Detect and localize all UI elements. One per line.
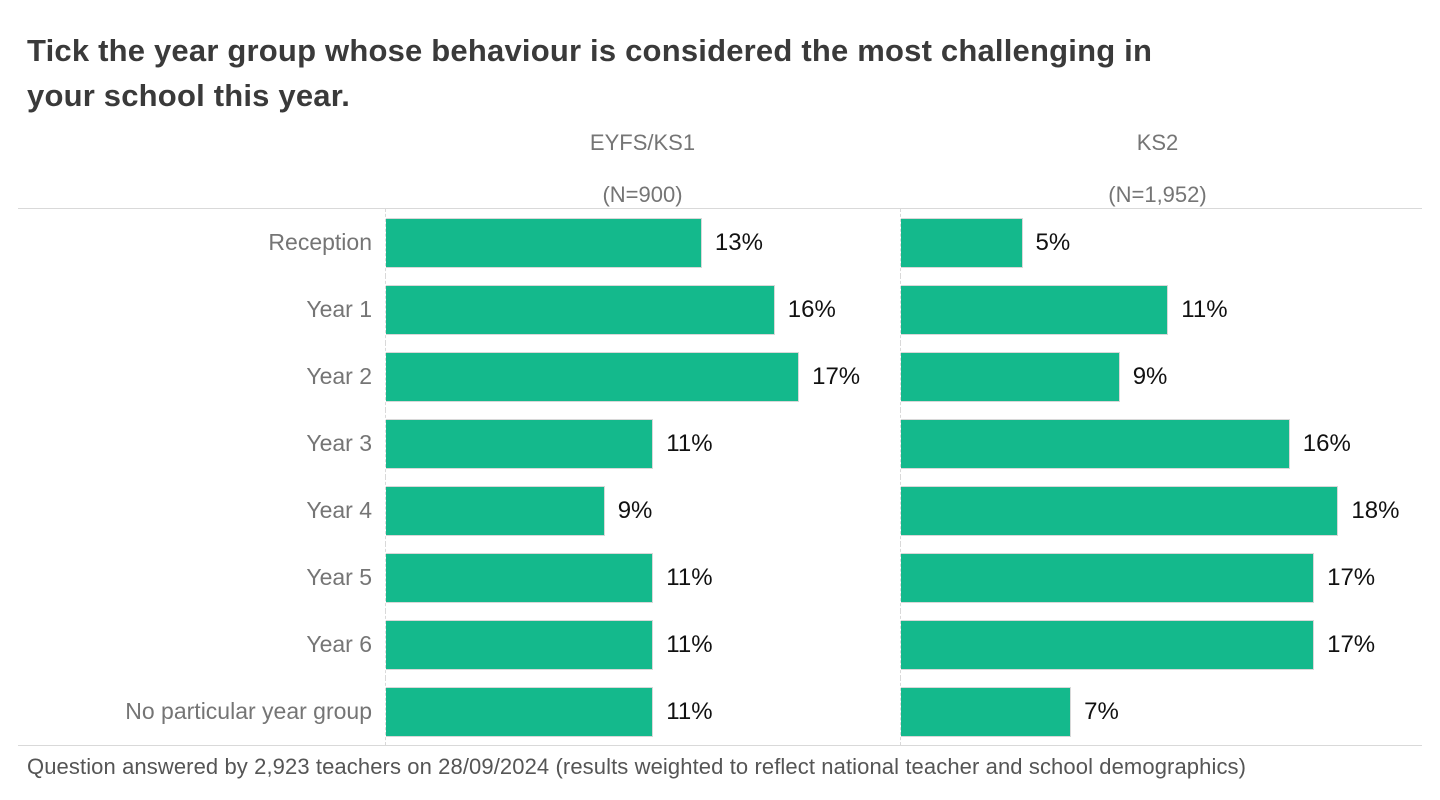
chart-title: Tick the year group whose behaviour is c…: [27, 28, 1152, 118]
value-label: 17%: [1327, 630, 1376, 658]
category-label: Year 6: [306, 631, 372, 657]
value-label: 11%: [666, 563, 713, 591]
category-label: Year 5: [306, 564, 372, 590]
bar-cell-eyfs-ks1: 11%: [385, 611, 900, 678]
bar-cell-ks2: 18%: [900, 477, 1415, 544]
value-bar: [901, 351, 1120, 402]
value-label: 11%: [666, 429, 713, 457]
chart-row: No particular year group 11% 7%: [0, 678, 1440, 745]
bar-cell-ks2: 11%: [900, 276, 1415, 343]
column-headers: EYFS/KS1 (N=900) KS2 (N=1,952): [0, 130, 1440, 208]
chart-row: Year 5 11% 17%: [0, 544, 1440, 611]
value-label: 16%: [1302, 429, 1351, 457]
bar-cell-eyfs-ks1: 13%: [385, 209, 900, 276]
chart-row: Year 3 11% 16%: [0, 410, 1440, 477]
value-label: 7%: [1084, 697, 1119, 725]
chart-row: Year 1 16% 11%: [0, 276, 1440, 343]
bar-rows: Reception 13% 5% Year 1 16% 11% Year 2 17% 9% Yea…: [0, 209, 1440, 745]
value-bar: [386, 351, 800, 402]
value-bar: [901, 284, 1169, 335]
header-spacer: [0, 130, 385, 208]
value-bar: [386, 284, 775, 335]
value-bar: [901, 418, 1290, 469]
footer-divider-line: [18, 745, 1422, 746]
value-bar: [901, 217, 1023, 268]
bar-cell-ks2: 17%: [900, 611, 1415, 678]
value-label: 9%: [1132, 362, 1168, 390]
bar-cell-eyfs-ks1: 17%: [385, 343, 900, 410]
value-bar: [901, 485, 1339, 536]
bar-cell-ks2: 16%: [900, 410, 1415, 477]
bar-cell-ks2: 9%: [900, 343, 1415, 410]
value-label: 11%: [666, 630, 713, 658]
column-header-ks2-label: KS2: [1136, 130, 1179, 155]
chart-row: Year 6 11% 17%: [0, 611, 1440, 678]
category-label: No particular year group: [125, 698, 372, 724]
value-bar: [386, 217, 702, 268]
bar-cell-ks2: 17%: [900, 544, 1415, 611]
value-label: 18%: [1351, 496, 1400, 524]
value-label: 11%: [1181, 295, 1228, 323]
value-bar: [386, 552, 654, 603]
chart-title-line-2: your school this year.: [27, 78, 351, 113]
bar-cell-eyfs-ks1: 11%: [385, 544, 900, 611]
chart-row: Year 4 9% 18%: [0, 477, 1440, 544]
value-bar: [386, 485, 605, 536]
value-bar: [386, 418, 654, 469]
value-bar: [901, 552, 1315, 603]
column-header-ks2: KS2 (N=1,952): [900, 130, 1415, 208]
category-label: Year 2: [306, 363, 372, 389]
chart-title-line-1: Tick the year group whose behaviour is c…: [27, 33, 1153, 68]
value-bar: [901, 686, 1072, 737]
bar-cell-eyfs-ks1: 9%: [385, 477, 900, 544]
footnote: Question answered by 2,923 teachers on 2…: [27, 754, 1247, 779]
category-label: Year 3: [306, 430, 372, 456]
value-bar: [386, 686, 654, 737]
category-label: Year 1: [306, 296, 372, 322]
category-label: Reception: [268, 229, 372, 255]
value-bar: [901, 619, 1315, 670]
column-header-eyfs-ks1-n: (N=900): [602, 182, 683, 207]
value-label: 17%: [1327, 563, 1376, 591]
value-label: 13%: [714, 228, 763, 256]
value-label: 9%: [617, 496, 653, 524]
bar-cell-eyfs-ks1: 16%: [385, 276, 900, 343]
value-label: 11%: [666, 697, 713, 725]
category-label: Year 4: [306, 497, 372, 523]
bar-cell-eyfs-ks1: 11%: [385, 410, 900, 477]
value-bar: [386, 619, 654, 670]
value-label: 16%: [787, 295, 836, 323]
chart-row: Year 2 17% 9%: [0, 343, 1440, 410]
column-header-ks2-n: (N=1,952): [1108, 182, 1207, 207]
bar-cell-ks2: 5%: [900, 209, 1415, 276]
header-divider-line: [18, 208, 1422, 209]
chart-row: Reception 13% 5%: [0, 209, 1440, 276]
bar-cell-ks2: 7%: [900, 678, 1415, 745]
bar-cell-eyfs-ks1: 11%: [385, 678, 900, 745]
value-label: 17%: [812, 362, 861, 390]
value-label: 5%: [1035, 228, 1071, 256]
column-header-eyfs-ks1: EYFS/KS1 (N=900): [385, 130, 900, 208]
column-header-eyfs-ks1-label: EYFS/KS1: [589, 130, 696, 155]
